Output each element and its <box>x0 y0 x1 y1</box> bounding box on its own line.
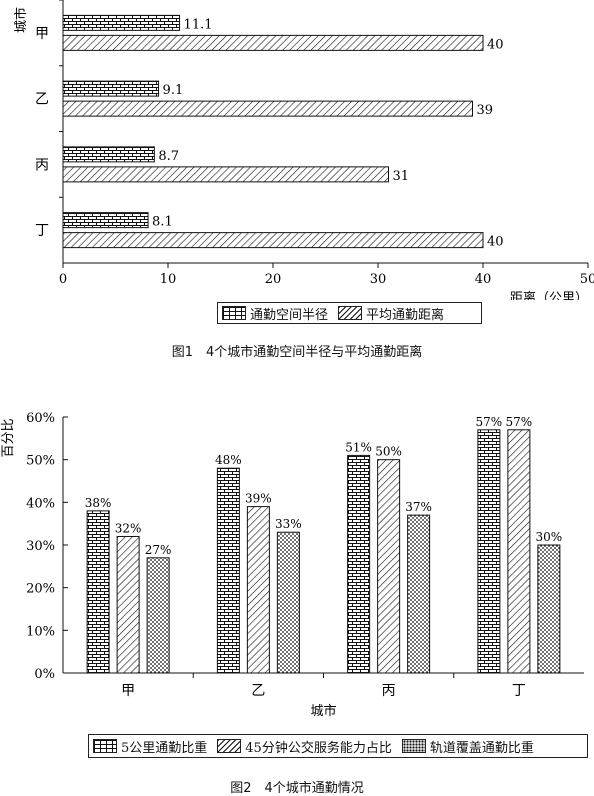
data-label: 51% <box>345 440 372 454</box>
data-label: 38% <box>85 496 112 510</box>
data-label: 50% <box>375 445 402 459</box>
y-tick-label: 50% <box>26 454 55 469</box>
data-label: 57% <box>506 415 533 429</box>
x-tick-label: 10 <box>160 272 177 287</box>
legend-item: 5公里通勤比重 <box>93 737 207 756</box>
bar-hatch <box>507 429 531 674</box>
bar-hatch <box>62 232 484 249</box>
data-label: 40 <box>487 235 504 250</box>
bar-hatch <box>246 506 270 674</box>
legend-label: 轨道覆盖通勤比重 <box>429 740 534 756</box>
data-label: 32% <box>115 521 142 535</box>
x-tick-label: 30 <box>370 272 387 287</box>
bar-brick <box>477 429 501 674</box>
x-tick-label: 0 <box>59 272 67 287</box>
y-axis-title: 百分比 <box>1 418 16 457</box>
bar-hatch <box>62 34 484 51</box>
x-tick-label: 20 <box>265 272 282 287</box>
bar-brick <box>62 146 155 163</box>
y-tick-label: 40% <box>26 496 55 511</box>
hatch-pattern-swatch <box>217 739 242 753</box>
x-category-label: 丙 <box>382 683 396 699</box>
legend-item: 平均通勤距离 <box>338 304 444 323</box>
x-category-label: 甲 <box>121 683 135 699</box>
data-label: 9.1 <box>163 83 184 98</box>
figure2-legend: 5公里通勤比重 45分钟公交服务能力占比 轨道覆盖通勤比重 <box>88 734 588 758</box>
figure2-caption: 图2 4个城市通勤情况 <box>230 781 364 796</box>
legend-item: 通勤空间半径 <box>222 304 328 323</box>
bar-brick <box>62 212 149 229</box>
data-label: 39% <box>245 492 272 506</box>
data-label: 57% <box>476 415 503 429</box>
bar-hatch <box>62 100 473 117</box>
x-tick-label: 50 <box>580 272 594 287</box>
bar-brick <box>216 467 240 674</box>
x-axis-title: 城市 <box>310 703 336 719</box>
legend-label: 5公里通勤比重 <box>121 740 208 756</box>
y-tick-label: 20% <box>26 582 55 597</box>
hatch-pattern-swatch <box>338 306 363 320</box>
y-tick-label: 60% <box>26 411 55 426</box>
data-label: 8.7 <box>158 149 179 164</box>
legend-label: 45分钟公交服务能力占比 <box>245 740 392 756</box>
bar-dots <box>146 557 170 674</box>
data-label: 8.1 <box>152 215 173 230</box>
y-tick-label: 0% <box>34 667 55 682</box>
y-tick-label: 30% <box>26 539 55 554</box>
data-label: 11.1 <box>184 17 213 32</box>
data-label: 48% <box>215 453 242 467</box>
data-label: 31 <box>393 169 410 184</box>
bar-dots <box>276 531 300 674</box>
bar-dots <box>407 514 431 674</box>
data-label: 37% <box>405 500 432 514</box>
x-axis-title: 距离（公里） <box>510 290 588 300</box>
bar-brick <box>347 454 371 674</box>
dots-pattern-swatch <box>401 739 426 753</box>
x-category-label: 乙 <box>251 683 265 699</box>
x-category-label: 丁 <box>512 683 526 699</box>
bar-brick <box>86 510 110 674</box>
figure2-chart: 0% 10% 20% 30% 40% 50% 60% 甲 38%32%27% 乙 48% 39%33%… <box>1 411 584 719</box>
data-label: 39 <box>477 103 494 118</box>
bar-brick <box>62 14 181 31</box>
legend-item: 45分钟公交服务能力占比 <box>217 737 392 756</box>
bar-brick <box>62 80 160 97</box>
y-category-label: 丁 <box>35 223 49 239</box>
y-category-label: 甲 <box>35 26 49 42</box>
data-label: 27% <box>145 543 172 557</box>
bar-hatch <box>116 535 140 674</box>
x-tick-label: 40 <box>475 272 492 287</box>
y-category-label: 丙 <box>35 157 49 173</box>
brick-pattern-swatch <box>93 739 117 753</box>
bar-hatch <box>377 459 401 674</box>
legend-label: 平均通勤距离 <box>366 307 445 323</box>
data-label: 40 <box>487 37 504 52</box>
figure1-legend: 通勤空间半径 平均通勤距离 <box>217 302 482 324</box>
y-axis-title: 城市 <box>13 7 29 33</box>
legend-label: 通勤空间半径 <box>250 307 329 323</box>
bar-hatch <box>62 166 389 183</box>
bar-dots <box>537 544 561 674</box>
figure1-chart: 0 10 20 30 40 50 甲 11.1 40 乙 9.1 39 丙 8.7 31 丁 8.1 40 城市距离… <box>13 0 594 300</box>
brick-pattern-swatch <box>222 306 246 320</box>
data-label: 30% <box>536 530 563 544</box>
data-label: 33% <box>275 517 302 531</box>
y-tick-label: 10% <box>26 624 55 639</box>
y-category-label: 乙 <box>35 92 49 108</box>
figure1-caption: 图1 4个城市通勤空间半径与平均通勤距离 <box>171 345 423 360</box>
legend-item: 轨道覆盖通勤比重 <box>401 737 534 756</box>
